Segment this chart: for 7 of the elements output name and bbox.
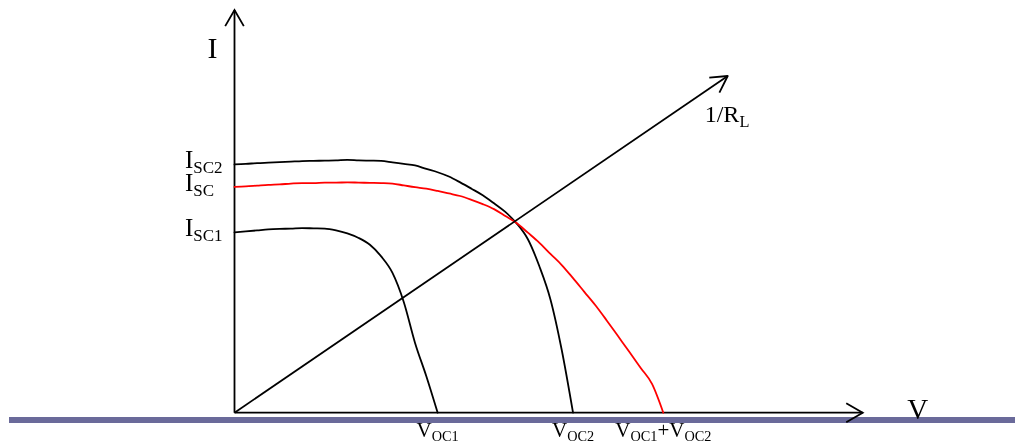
y-axis-title: I	[207, 31, 218, 64]
x-tick-label: V$_{OC2}$	[551, 418, 595, 443]
text: V	[907, 392, 929, 425]
text: 1/R$_{L}$	[704, 101, 750, 131]
x-tick-label: V$_{OC1}$+V$_{OC2}$	[615, 418, 712, 443]
x-tick-label: V$_{OC1}$	[416, 418, 459, 443]
series-label: I$_{SC1}$	[185, 214, 223, 246]
